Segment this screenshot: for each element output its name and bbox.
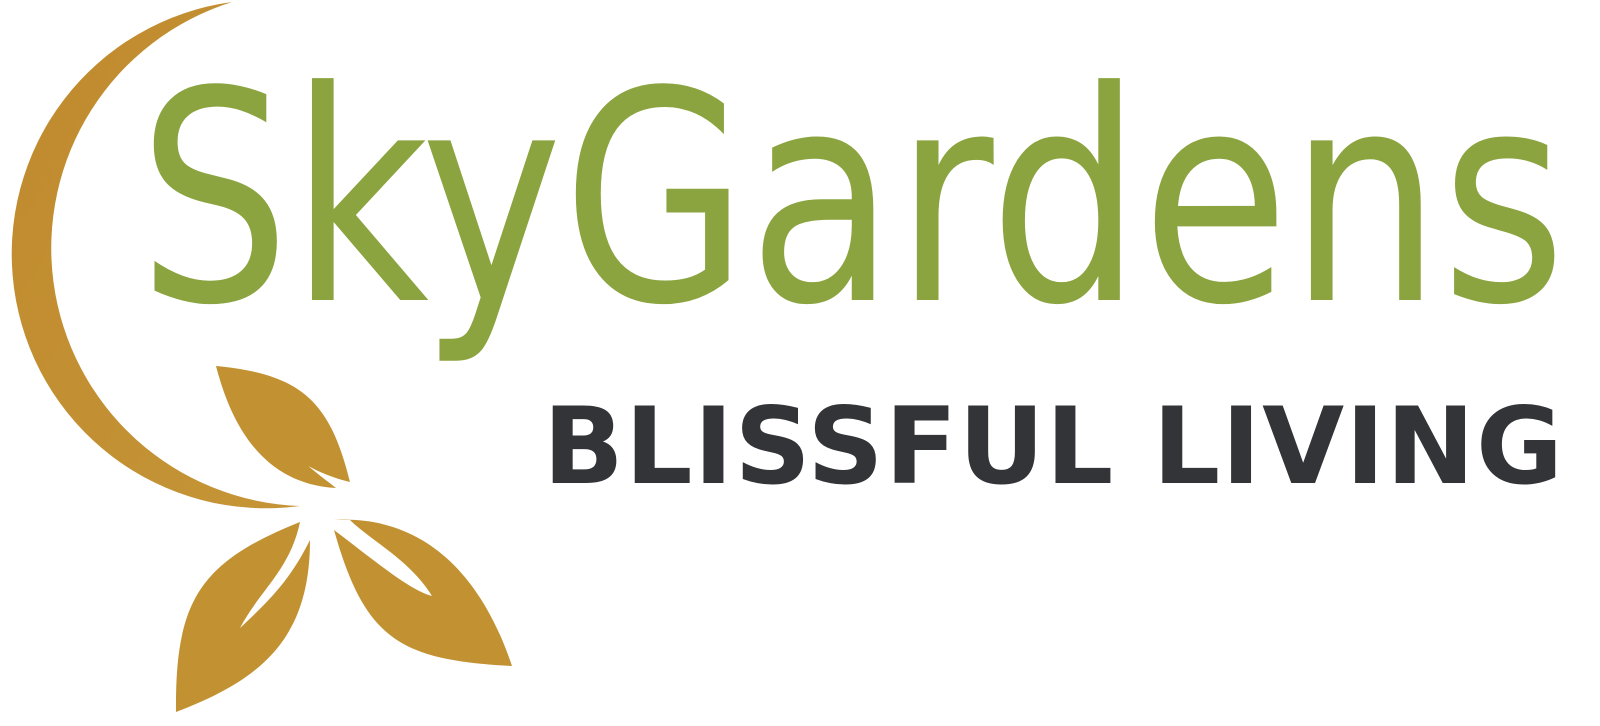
- leaf-left: [175, 522, 310, 712]
- leaf-top: [216, 366, 350, 488]
- leaf-right: [334, 519, 512, 666]
- crescent: [11, 2, 301, 509]
- tagline: BLISSFUL LIVING: [543, 385, 1563, 508]
- brand-name: SkyGardens: [138, 29, 1566, 369]
